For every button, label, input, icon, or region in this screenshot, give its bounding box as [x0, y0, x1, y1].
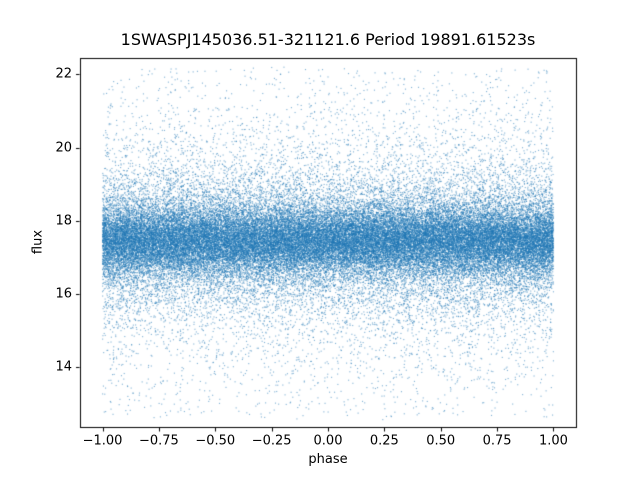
y-axis-label: flux	[30, 229, 46, 255]
y-tick-label: 14	[55, 359, 72, 375]
x-tick-label: −0.75	[138, 433, 179, 449]
x-tick-label: −1.00	[82, 433, 123, 449]
chart-title: 1SWASPJ145036.51-321121.6 Period 19891.6…	[120, 30, 536, 49]
y-tick-label: 18	[55, 213, 72, 229]
x-tick-label: 0.25	[369, 433, 399, 449]
y-tick-label: 22	[55, 66, 72, 82]
x-tick-label: −0.25	[251, 433, 292, 449]
x-tick-label: 0.50	[426, 433, 456, 449]
x-axis-label: phase	[308, 452, 348, 467]
x-tick-label: 0.75	[482, 433, 512, 449]
y-tick-label: 16	[55, 286, 72, 302]
y-tick-label: 20	[55, 140, 72, 155]
x-tick-label: 1.00	[538, 433, 568, 449]
x-tick-label: −0.50	[195, 433, 236, 449]
x-tick-label: 0.00	[313, 433, 343, 449]
